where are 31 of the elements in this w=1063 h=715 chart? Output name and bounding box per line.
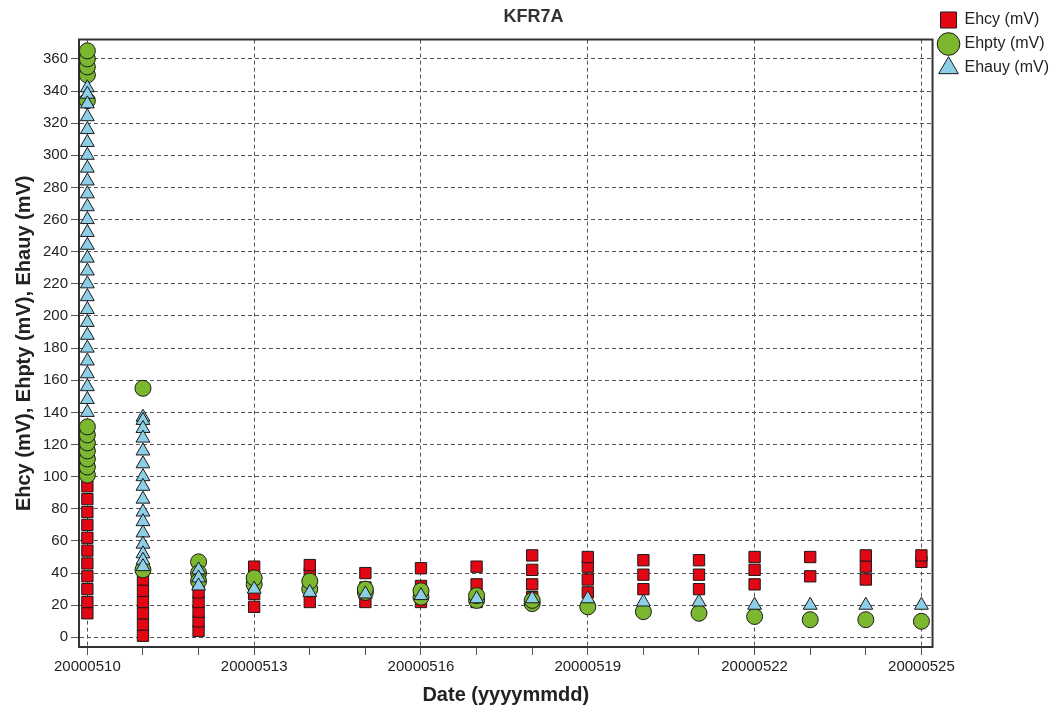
y-tick-label: 320 (43, 113, 69, 131)
x-tick-label: 20000525 (888, 657, 955, 675)
legend-label: Ehcy (mV) (964, 10, 1040, 28)
y-tick-label: 180 (43, 338, 69, 356)
y-tick-label: 200 (43, 306, 69, 324)
y-tick-label: 220 (43, 273, 69, 291)
y-tick-label: 0 (59, 627, 69, 645)
y-tick-label: 100 (43, 466, 69, 484)
y-axis-title: Ehcy (mV), Ehpty (mV), Ehauy (mV) (11, 175, 34, 512)
y-tick-label: 80 (51, 498, 69, 516)
y-tick-label: 360 (43, 49, 69, 67)
y-tick-label: 60 (51, 531, 69, 549)
y-tick-label: 260 (43, 209, 69, 227)
legend-label: Ehauy (mV) (964, 58, 1049, 76)
x-tick-label: 20000522 (721, 657, 788, 675)
legend-label: Ehpty (mV) (964, 34, 1045, 52)
x-tick-label: 20000513 (220, 657, 288, 675)
x-tick-label: 20000516 (387, 657, 455, 675)
y-tick-label: 120 (43, 434, 69, 452)
y-tick-label: 40 (51, 563, 69, 581)
y-tick-label: 160 (43, 370, 69, 388)
y-tick-label: 20 (51, 595, 69, 613)
y-tick-label: 140 (43, 402, 69, 420)
y-tick-label: 240 (43, 241, 69, 259)
y-tick-label: 280 (43, 177, 69, 195)
y-tick-label: 300 (43, 145, 69, 163)
chart-title: KFR7A (503, 5, 564, 26)
y-tick-label: 340 (43, 81, 69, 99)
x-tick-label: 20000519 (554, 657, 622, 675)
x-tick-label: 20000510 (53, 657, 121, 675)
x-axis-title: Date (yyyymmdd) (422, 682, 590, 705)
